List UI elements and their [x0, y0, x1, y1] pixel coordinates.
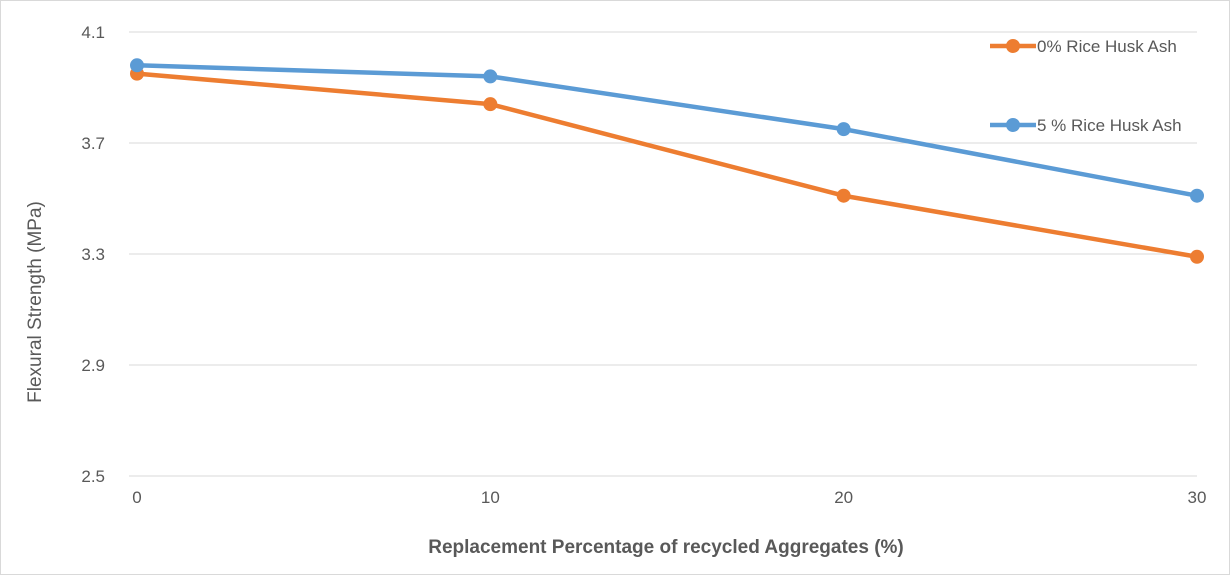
data-point [483, 97, 498, 112]
y-tick-label: 3.3 [81, 245, 105, 264]
data-point [483, 69, 498, 84]
data-point [1190, 249, 1204, 264]
data-point [836, 188, 851, 203]
legend-item: 0% Rice Husk Ash [990, 37, 1177, 56]
y-tick-label: 2.9 [81, 356, 105, 375]
y-axis-title: Flexural Strength (MPa) [25, 201, 46, 403]
legend-item: 5 % Rice Husk Ash [990, 116, 1182, 135]
x-tick-label: 0 [132, 488, 141, 507]
legend-label: 5 % Rice Husk Ash [1037, 116, 1182, 135]
series-1 [130, 58, 1204, 203]
series-lines [130, 58, 1204, 264]
data-point [130, 58, 144, 73]
x-tick-label: 20 [834, 488, 853, 507]
y-tick-label: 3.7 [81, 134, 105, 153]
x-axis-title: Replacement Percentage of recycled Aggre… [428, 537, 904, 558]
y-tick-label: 2.5 [81, 467, 105, 486]
data-point [1190, 188, 1204, 203]
y-axis-ticks: 2.5 2.9 3.3 3.7 4.1 [81, 23, 105, 486]
data-point [836, 122, 851, 137]
x-tick-label: 10 [481, 488, 500, 507]
legend-label: 0% Rice Husk Ash [1037, 37, 1177, 56]
x-tick-label: 30 [1188, 488, 1207, 507]
legend-marker [1006, 39, 1020, 53]
series-line [134, 63, 1200, 198]
x-axis-ticks: 0 10 20 30 [132, 488, 1206, 507]
legend: 0% Rice Husk Ash 5 % Rice Husk Ash [990, 37, 1182, 135]
gridlines [129, 31, 1197, 477]
series-line [134, 71, 1200, 260]
legend-marker [1006, 118, 1020, 132]
y-tick-label: 4.1 [81, 23, 105, 42]
